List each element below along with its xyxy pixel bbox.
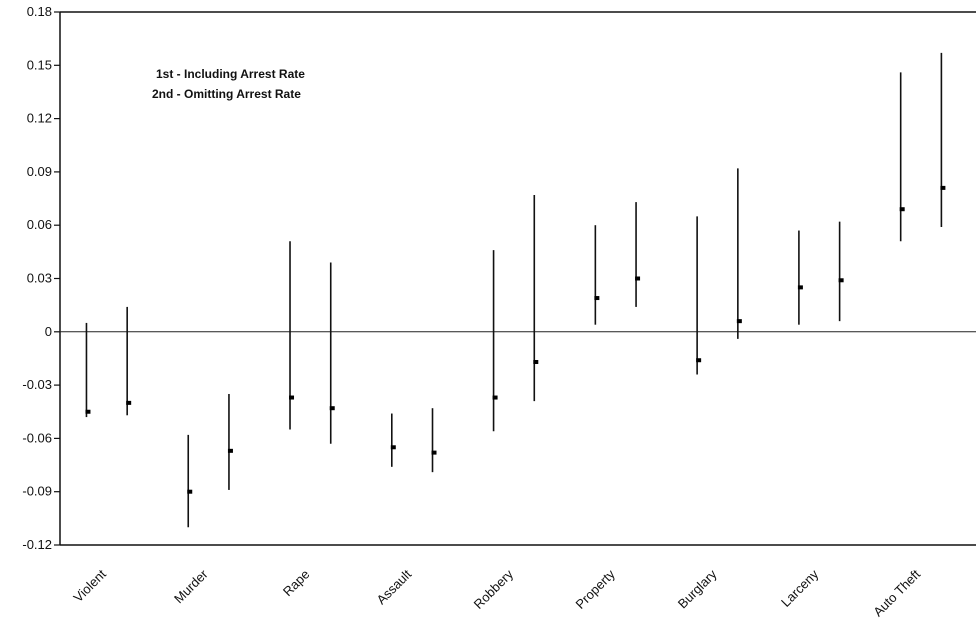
- x-category-label: Burglary: [675, 566, 720, 611]
- y-tick-label: 0.03: [27, 271, 52, 286]
- point-estimate: [85, 409, 91, 414]
- y-tick-label: -0.12: [22, 537, 52, 552]
- x-category-label: Rape: [280, 567, 313, 600]
- legend: 1st - Including Arrest Rate 2nd - Omitti…: [152, 67, 305, 101]
- x-category-label: Larceny: [778, 566, 822, 610]
- point-estimate: [736, 319, 742, 324]
- y-tick-label: 0.09: [27, 164, 52, 179]
- point-estimate: [329, 406, 335, 411]
- y-tick-label: 0.18: [27, 4, 52, 19]
- y-tick-label: -0.03: [22, 377, 52, 392]
- point-estimate: [533, 360, 539, 365]
- x-category-label: Robbery: [471, 566, 517, 612]
- error-bars: [85, 52, 946, 528]
- legend-line-2: 2nd - Omitting Arrest Rate: [152, 87, 301, 101]
- x-axis: Violent Murder Rape Assault Robbery Property B…: [70, 566, 923, 619]
- point-estimate: [594, 296, 600, 301]
- y-tick-label: 0.12: [27, 111, 52, 126]
- point-estimate: [289, 395, 295, 400]
- point-estimate: [227, 448, 233, 453]
- point-estimate: [126, 400, 132, 405]
- x-category-label: Property: [572, 566, 618, 612]
- point-estimate: [940, 185, 946, 190]
- y-tick-label: 0.15: [27, 57, 52, 72]
- x-category-label: Violent: [70, 566, 109, 605]
- point-estimate: [696, 358, 702, 363]
- x-category-label: Assault: [374, 566, 415, 607]
- point-estimate: [431, 450, 437, 455]
- y-tick-label: 0.06: [27, 217, 52, 232]
- x-category-label: Murder: [171, 566, 211, 606]
- plot-frame: [59, 11, 976, 546]
- point-estimate: [797, 285, 803, 290]
- point-estimate: [899, 207, 905, 212]
- y-axis: 0.18 0.15 0.12 0.09 0.06 0.03 0 -0.03 -0.06 -0.09…: [22, 4, 60, 552]
- legend-line-1: 1st - Including Arrest Rate: [156, 67, 305, 81]
- point-estimate: [390, 445, 396, 450]
- y-tick-label: -0.06: [22, 430, 52, 445]
- point-estimate: [838, 278, 844, 283]
- point-estimate: [635, 276, 641, 281]
- x-category-label: Auto Theft: [870, 566, 923, 619]
- y-tick-label: 0: [45, 324, 52, 339]
- point-estimate: [187, 489, 193, 494]
- point-estimate: [492, 395, 498, 400]
- y-tick-label: -0.09: [22, 484, 52, 499]
